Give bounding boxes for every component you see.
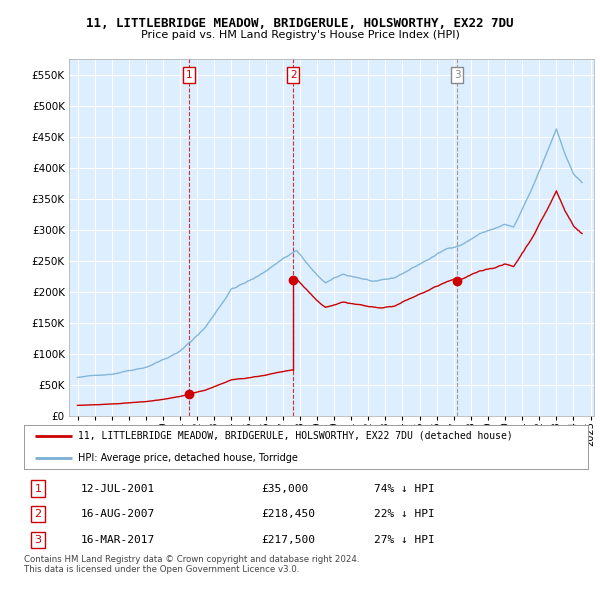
Text: £217,500: £217,500 [261,535,315,545]
Text: This data is licensed under the Open Government Licence v3.0.: This data is licensed under the Open Gov… [24,565,299,574]
Text: 27% ↓ HPI: 27% ↓ HPI [374,535,434,545]
Text: 11, LITTLEBRIDGE MEADOW, BRIDGERULE, HOLSWORTHY, EX22 7DU (detached house): 11, LITTLEBRIDGE MEADOW, BRIDGERULE, HOL… [77,431,512,441]
Text: 12-JUL-2001: 12-JUL-2001 [80,484,155,493]
Text: Price paid vs. HM Land Registry's House Price Index (HPI): Price paid vs. HM Land Registry's House … [140,30,460,40]
Text: 16-MAR-2017: 16-MAR-2017 [80,535,155,545]
Text: 3: 3 [454,70,461,80]
Text: 1: 1 [186,70,193,80]
Text: 1: 1 [35,484,41,493]
Text: 3: 3 [35,535,41,545]
Text: 74% ↓ HPI: 74% ↓ HPI [374,484,434,493]
Text: 16-AUG-2007: 16-AUG-2007 [80,509,155,519]
Text: 11, LITTLEBRIDGE MEADOW, BRIDGERULE, HOLSWORTHY, EX22 7DU: 11, LITTLEBRIDGE MEADOW, BRIDGERULE, HOL… [86,17,514,30]
Text: £35,000: £35,000 [261,484,308,493]
Text: £218,450: £218,450 [261,509,315,519]
Text: Contains HM Land Registry data © Crown copyright and database right 2024.: Contains HM Land Registry data © Crown c… [24,555,359,563]
Text: 2: 2 [290,70,296,80]
Text: HPI: Average price, detached house, Torridge: HPI: Average price, detached house, Torr… [77,453,298,463]
Text: 2: 2 [35,509,41,519]
Text: 22% ↓ HPI: 22% ↓ HPI [374,509,434,519]
